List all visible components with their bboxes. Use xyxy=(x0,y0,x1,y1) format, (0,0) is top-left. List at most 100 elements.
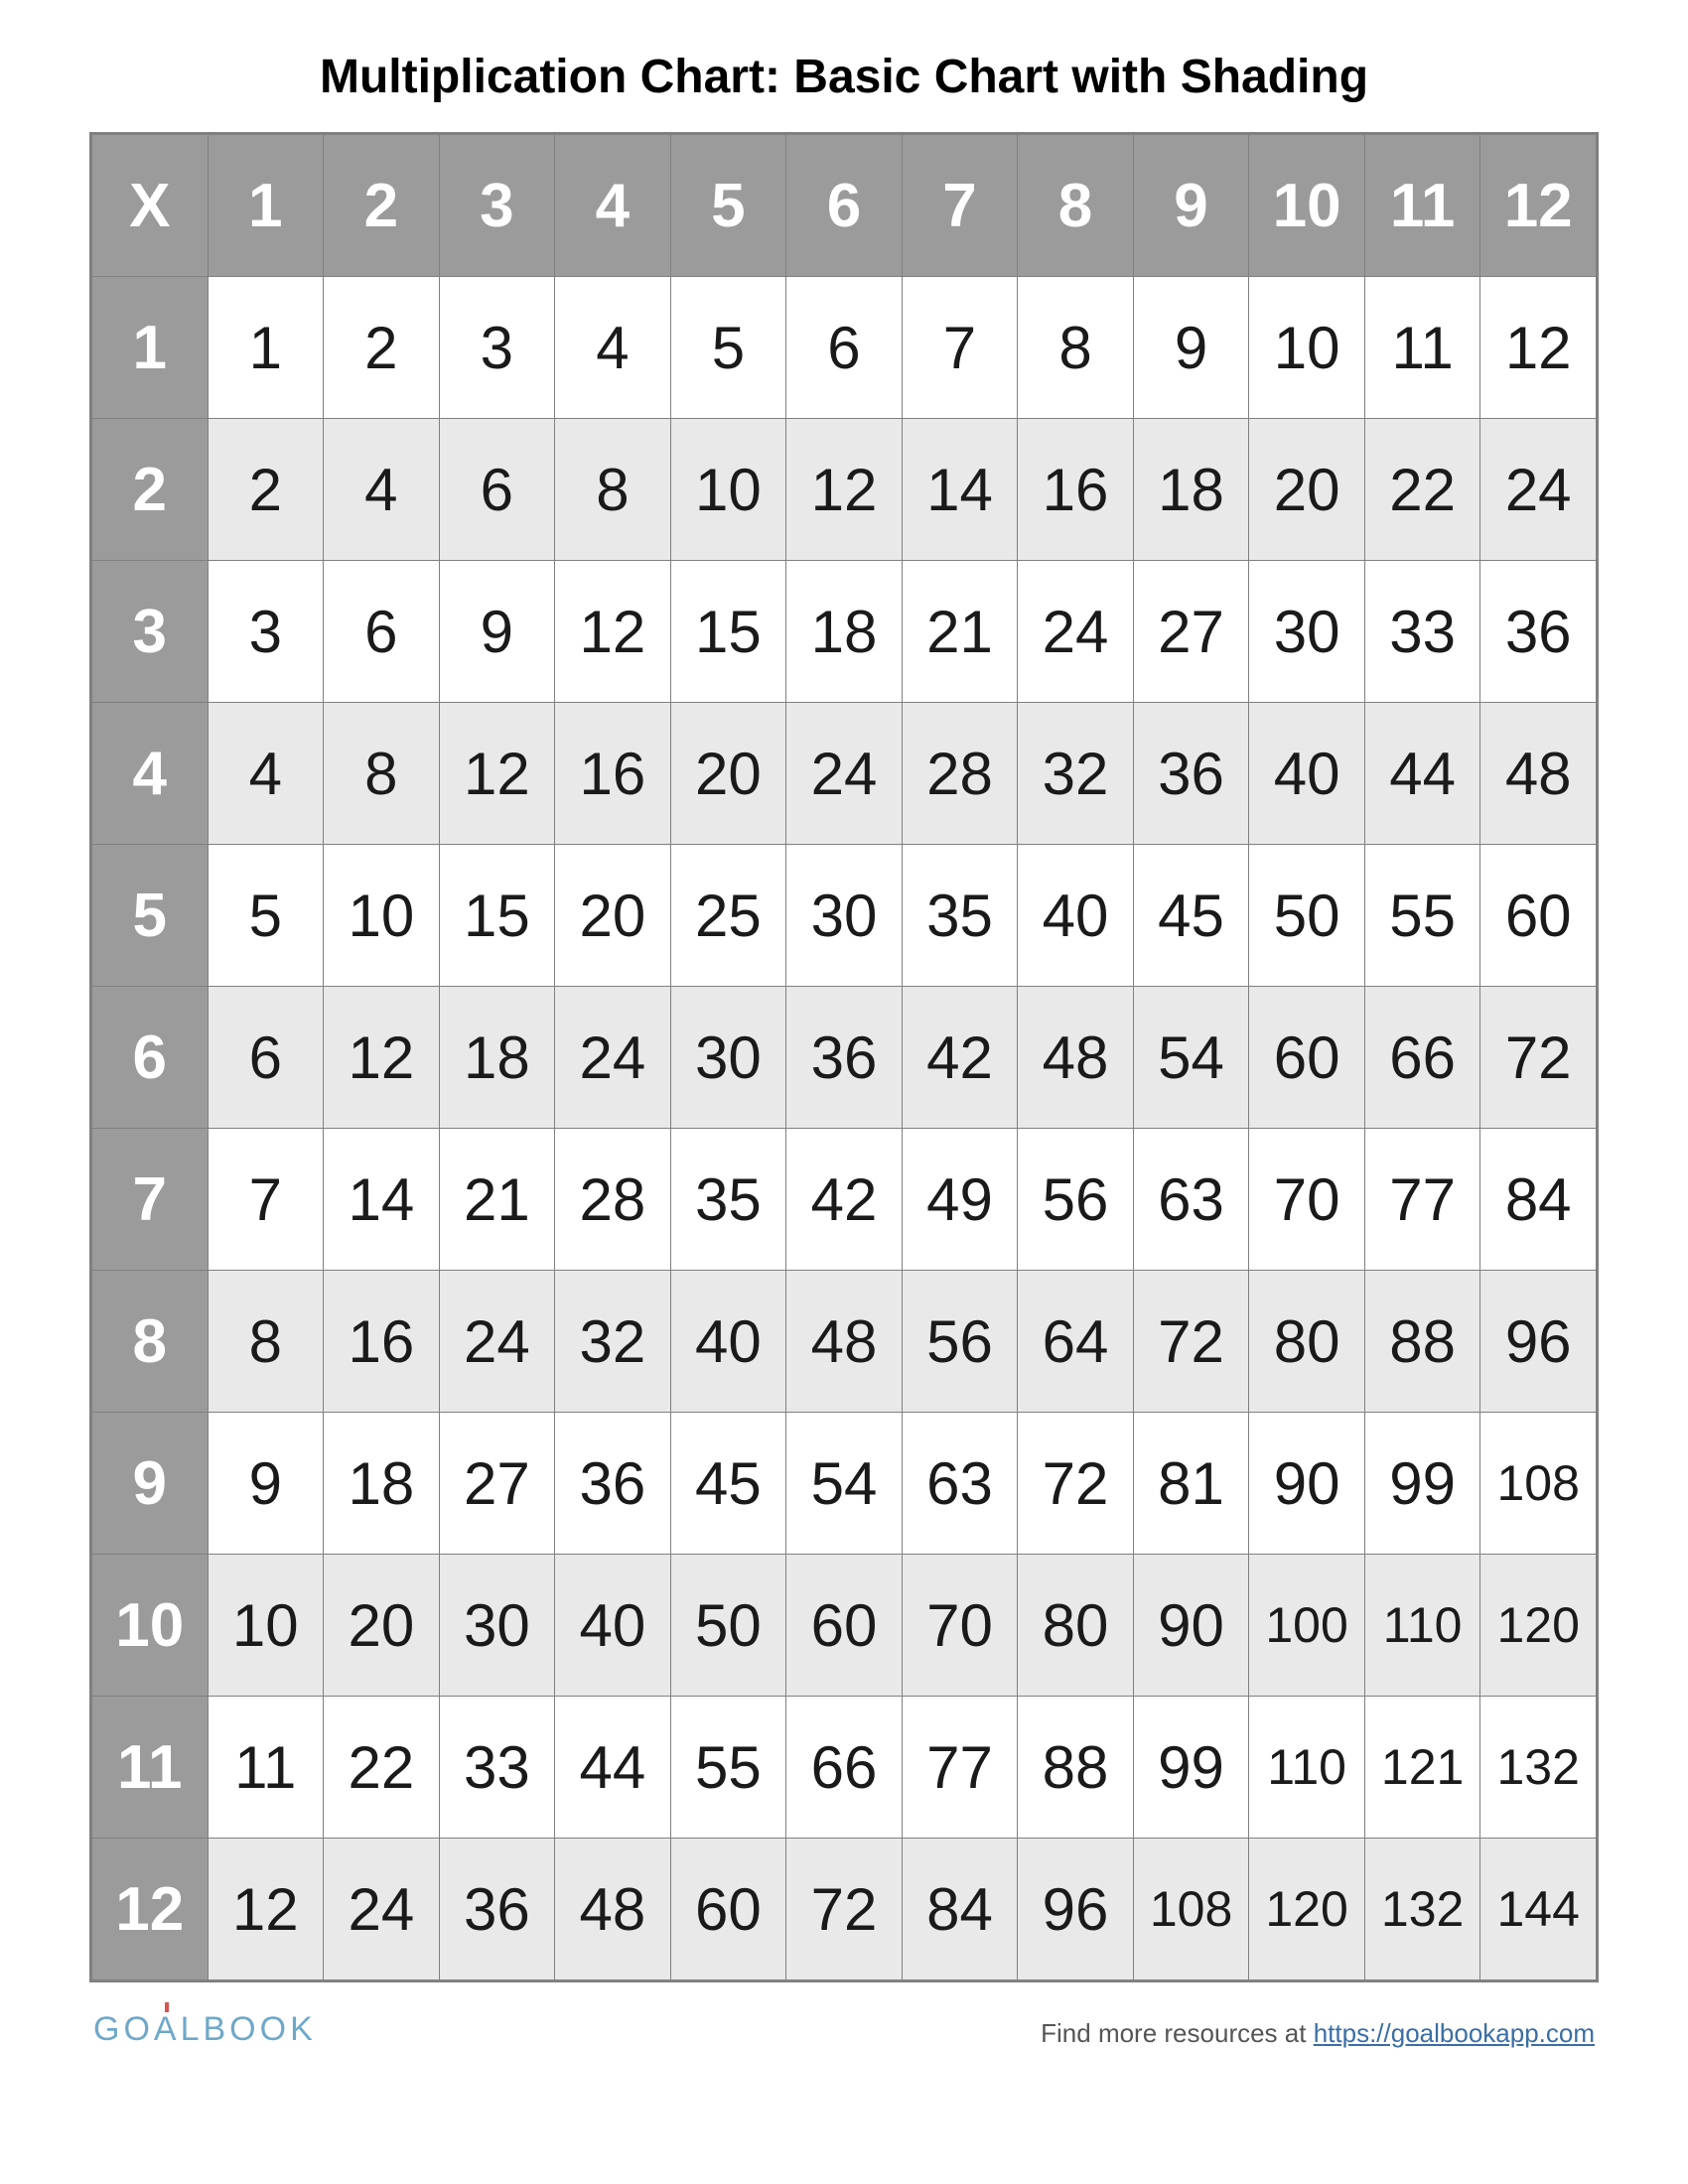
table-cell: 100 xyxy=(1249,1555,1365,1697)
footer-text: Find more resources at https://goalbooka… xyxy=(1041,2018,1595,2049)
table-cell: 1 xyxy=(208,277,324,419)
table-cell: 55 xyxy=(670,1697,786,1839)
table-cell: 63 xyxy=(1133,1129,1249,1271)
table-cell: 16 xyxy=(555,703,671,845)
table-cell: 70 xyxy=(902,1555,1018,1697)
table-cell: 9 xyxy=(439,561,555,703)
table-cell: 22 xyxy=(1364,419,1480,561)
table-cell: 45 xyxy=(670,1413,786,1555)
table-cell: 20 xyxy=(324,1555,440,1697)
table-cell: 9 xyxy=(208,1413,324,1555)
footer-link[interactable]: https://goalbookapp.com xyxy=(1314,2018,1595,2048)
table-cell: 9 xyxy=(1133,277,1249,419)
table-cell: 11 xyxy=(208,1697,324,1839)
table-cell: 35 xyxy=(670,1129,786,1271)
table-cell: 18 xyxy=(786,561,903,703)
table-cell: 15 xyxy=(670,561,786,703)
table-cell: 50 xyxy=(670,1555,786,1697)
row-header: 2 xyxy=(92,419,209,561)
table-cell: 12 xyxy=(786,419,903,561)
row-header: 10 xyxy=(92,1555,209,1697)
table-cell: 27 xyxy=(1133,561,1249,703)
table-cell: 56 xyxy=(1018,1129,1134,1271)
table-cell: 120 xyxy=(1480,1555,1597,1697)
table-cell: 6 xyxy=(324,561,440,703)
column-header: 7 xyxy=(902,135,1018,277)
row-header: 5 xyxy=(92,845,209,987)
table-cell: 90 xyxy=(1249,1413,1365,1555)
table-cell: 42 xyxy=(786,1129,903,1271)
table-cell: 30 xyxy=(1249,561,1365,703)
table-cell: 5 xyxy=(208,845,324,987)
table-cell: 28 xyxy=(902,703,1018,845)
table-cell: 60 xyxy=(670,1839,786,1980)
table-cell: 15 xyxy=(439,845,555,987)
table-cell: 4 xyxy=(208,703,324,845)
table-cell: 3 xyxy=(208,561,324,703)
table-cell: 8 xyxy=(555,419,671,561)
table-cell: 6 xyxy=(439,419,555,561)
table-cell: 110 xyxy=(1249,1697,1365,1839)
table-cell: 10 xyxy=(208,1555,324,1697)
table-cell: 12 xyxy=(208,1839,324,1980)
table-cell: 4 xyxy=(555,277,671,419)
table-cell: 40 xyxy=(1249,703,1365,845)
table-cell: 54 xyxy=(786,1413,903,1555)
multiplication-chart: X123456789101112112345678910111222468101… xyxy=(89,132,1599,1982)
table-cell: 36 xyxy=(439,1839,555,1980)
table-cell: 108 xyxy=(1133,1839,1249,1980)
table-cell: 8 xyxy=(324,703,440,845)
table-cell: 12 xyxy=(1480,277,1597,419)
table-cell: 36 xyxy=(786,987,903,1129)
column-header: 11 xyxy=(1364,135,1480,277)
table-cell: 108 xyxy=(1480,1413,1597,1555)
table-cell: 40 xyxy=(670,1271,786,1413)
table-cell: 4 xyxy=(324,419,440,561)
goalbook-logo: GOALBOOK xyxy=(93,2010,317,2049)
table-cell: 42 xyxy=(902,987,1018,1129)
column-header: 5 xyxy=(670,135,786,277)
table-cell: 80 xyxy=(1018,1555,1134,1697)
table-cell: 33 xyxy=(439,1697,555,1839)
footer-resources-label: Find more resources at xyxy=(1041,2018,1314,2048)
table-cell: 120 xyxy=(1249,1839,1365,1980)
table-cell: 60 xyxy=(1249,987,1365,1129)
table-cell: 25 xyxy=(670,845,786,987)
table-cell: 66 xyxy=(786,1697,903,1839)
table-cell: 33 xyxy=(1364,561,1480,703)
table-cell: 84 xyxy=(902,1839,1018,1980)
table-cell: 24 xyxy=(555,987,671,1129)
table-cell: 28 xyxy=(555,1129,671,1271)
table-cell: 48 xyxy=(1480,703,1597,845)
table-cell: 72 xyxy=(1133,1271,1249,1413)
table-cell: 48 xyxy=(786,1271,903,1413)
table-cell: 22 xyxy=(324,1697,440,1839)
table-cell: 21 xyxy=(902,561,1018,703)
page-footer: GOALBOOK Find more resources at https://… xyxy=(89,2010,1599,2049)
table-cell: 20 xyxy=(555,845,671,987)
row-header: 1 xyxy=(92,277,209,419)
table-cell: 84 xyxy=(1480,1129,1597,1271)
table-cell: 7 xyxy=(208,1129,324,1271)
table-cell: 110 xyxy=(1364,1555,1480,1697)
table-cell: 96 xyxy=(1018,1839,1134,1980)
logo-part-1: GO xyxy=(93,2010,154,2049)
row-header: 3 xyxy=(92,561,209,703)
table-cell: 24 xyxy=(324,1839,440,1980)
table-cell: 40 xyxy=(555,1555,671,1697)
table-cell: 121 xyxy=(1364,1697,1480,1839)
row-header: 8 xyxy=(92,1271,209,1413)
table-cell: 24 xyxy=(786,703,903,845)
table-cell: 72 xyxy=(786,1839,903,1980)
page-title: Multiplication Chart: Basic Chart with S… xyxy=(89,50,1599,104)
column-header: 10 xyxy=(1249,135,1365,277)
column-header: 9 xyxy=(1133,135,1249,277)
table-cell: 44 xyxy=(555,1697,671,1839)
table-cell: 27 xyxy=(439,1413,555,1555)
table-cell: 8 xyxy=(1018,277,1134,419)
table-cell: 77 xyxy=(902,1697,1018,1839)
table-cell: 50 xyxy=(1249,845,1365,987)
logo-part-a: A xyxy=(154,2010,181,2049)
table-cell: 18 xyxy=(1133,419,1249,561)
row-header: 4 xyxy=(92,703,209,845)
